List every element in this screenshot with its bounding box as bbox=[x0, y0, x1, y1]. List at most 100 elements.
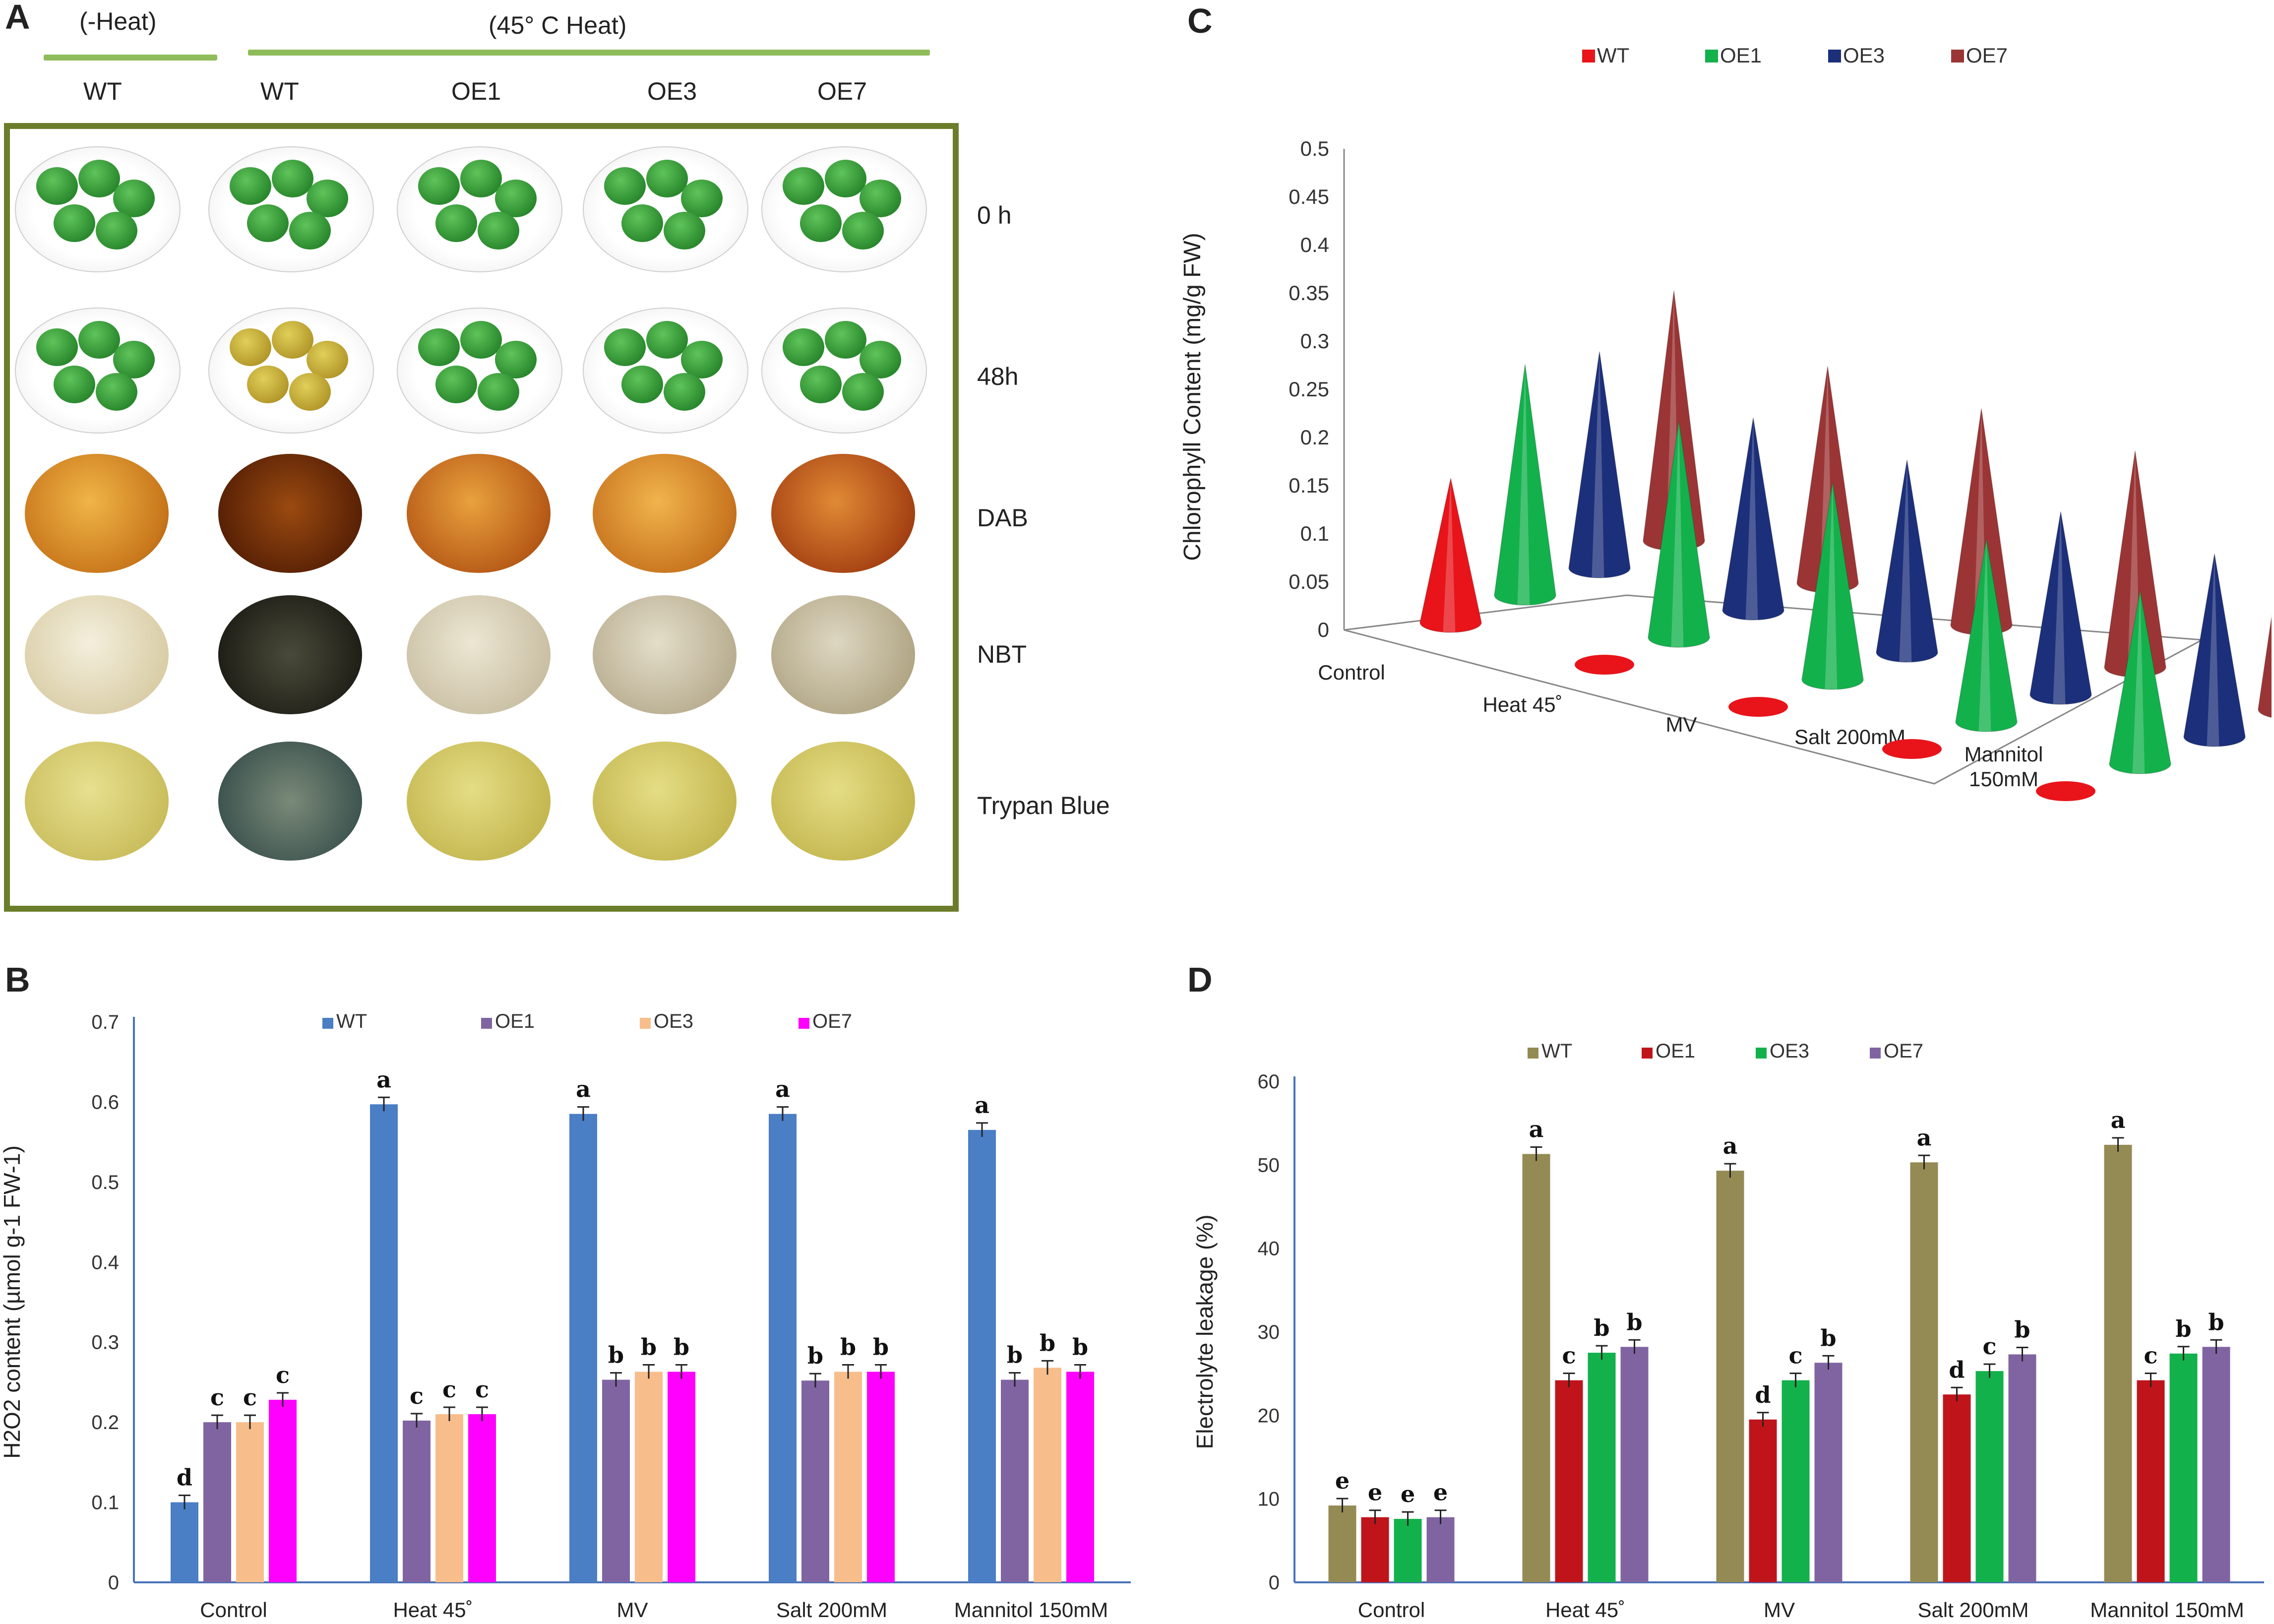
bar-oe7-0 bbox=[269, 1399, 297, 1582]
leaf-disc-0h-2-2 bbox=[495, 180, 537, 217]
legend-swatch-oe1 bbox=[1642, 1048, 1653, 1059]
bar-oe1-3 bbox=[1943, 1394, 1971, 1582]
significance-letter: e bbox=[1335, 1467, 1350, 1494]
significance-letter: b bbox=[807, 1342, 823, 1369]
legend-label-oe1: OE1 bbox=[495, 1010, 535, 1032]
cone-oe7-4 bbox=[2257, 614, 2272, 718]
leaf-disc-48h-4-4 bbox=[842, 373, 884, 411]
bar-oe3-1 bbox=[435, 1414, 463, 1582]
stained-leaf-dab-3 bbox=[593, 454, 737, 573]
stained-leaf-dab-0 bbox=[25, 454, 169, 573]
stained-leaf-trypan-4 bbox=[771, 742, 915, 861]
bar-wt-4 bbox=[968, 1129, 996, 1582]
leaf-disc-48h-0-1 bbox=[78, 321, 120, 359]
leaf-disc-48h-4-1 bbox=[825, 321, 866, 359]
legend-swatch-oe3 bbox=[1828, 50, 1841, 62]
leaf-disc-48h-3-4 bbox=[664, 373, 705, 411]
y-axis-title: Electrolyte leakage (%) bbox=[1192, 1215, 1218, 1449]
panel-b-h2o2-chart: 0 0.1 0.2 0.3 0.4 0.5 0.6 0.7 H2O2 content (µmol… bbox=[0, 1010, 1131, 1622]
leaf-disc-0h-2-4 bbox=[478, 212, 519, 250]
x-category-label: Heat 45˚ bbox=[1482, 693, 1562, 716]
column-label-oe1: OE1 bbox=[451, 77, 501, 105]
significance-letter: b bbox=[641, 1333, 657, 1360]
legend-swatch-wt bbox=[1582, 50, 1595, 62]
leaf-disc-0h-3-3 bbox=[621, 204, 663, 242]
legend-label-oe7: OE7 bbox=[812, 1010, 852, 1032]
leaf-disc-0h-1-0 bbox=[230, 167, 271, 205]
y-axis-title: Chlorophyll Content (mg/g FW) bbox=[1180, 233, 1206, 561]
leaf-disc-0h-4-4 bbox=[842, 212, 884, 250]
panel-label-d: D bbox=[1187, 960, 1213, 999]
stained-leaf-nbt-1 bbox=[218, 595, 362, 714]
leaf-disc-0h-3-1 bbox=[646, 160, 688, 197]
significance-letter: b bbox=[873, 1333, 889, 1360]
panel-label-c: C bbox=[1187, 1, 1213, 40]
legend-label-oe3: OE3 bbox=[654, 1010, 693, 1032]
stained-leaf-nbt-3 bbox=[593, 595, 737, 714]
y-tick-label: 0.5 bbox=[1300, 137, 1329, 160]
leaf-disc-48h-1-2 bbox=[307, 341, 348, 378]
x-category-label: MV bbox=[1666, 713, 1697, 736]
cone-wt-2 bbox=[1728, 697, 1788, 717]
bar-wt-2 bbox=[1716, 1171, 1744, 1582]
x-category-label: Heat 45˚ bbox=[393, 1598, 473, 1622]
significance-letter: b bbox=[1007, 1342, 1023, 1369]
bar-oe1-3 bbox=[801, 1380, 829, 1582]
leaf-disc-48h-0-3 bbox=[54, 366, 95, 403]
y-tick-label: 40 bbox=[1258, 1238, 1280, 1260]
bar-oe3-4 bbox=[1034, 1368, 1061, 1582]
stained-leaf-trypan-0 bbox=[25, 742, 169, 861]
bar-oe3-2 bbox=[635, 1372, 663, 1582]
stained-leaf-dab-1 bbox=[218, 454, 362, 573]
bar-oe1-2 bbox=[602, 1379, 630, 1582]
bar-oe3-0 bbox=[1394, 1519, 1422, 1582]
y-tick-label: 50 bbox=[1258, 1154, 1280, 1176]
cone-wt-1 bbox=[1575, 655, 1634, 675]
row-label-48h: 48h bbox=[977, 363, 1019, 390]
significance-letter: b bbox=[1820, 1324, 1836, 1351]
y-tick-label: 0.4 bbox=[91, 1251, 119, 1273]
leaf-disc-0h-0-4 bbox=[96, 212, 137, 250]
significance-letter: d bbox=[1755, 1381, 1771, 1408]
y-tick-label: 0.2 bbox=[91, 1412, 119, 1434]
y-tick-label: 0.25 bbox=[1289, 377, 1329, 401]
significance-letter: b bbox=[674, 1333, 689, 1360]
leaf-disc-48h-2-1 bbox=[460, 321, 502, 359]
significance-letter: b bbox=[2208, 1309, 2224, 1335]
stained-leaf-trypan-3 bbox=[593, 742, 737, 861]
leaf-disc-0h-4-0 bbox=[783, 167, 824, 205]
legend-swatch-oe1 bbox=[481, 1018, 492, 1029]
y-tick-label: 0.7 bbox=[91, 1011, 119, 1033]
leaf-disc-48h-4-2 bbox=[860, 341, 901, 378]
cone-oe3-3-highlight bbox=[2053, 511, 2066, 704]
bar-wt-0 bbox=[1328, 1505, 1356, 1582]
legend-swatch-wt bbox=[1528, 1048, 1538, 1059]
cone-oe1-0 bbox=[1493, 364, 1557, 606]
leaf-disc-48h-3-3 bbox=[621, 366, 663, 403]
bar-oe7-0 bbox=[1426, 1517, 1455, 1582]
cone-oe1-4-highlight bbox=[2132, 590, 2145, 774]
y-tick-label: 0 bbox=[1318, 618, 1329, 641]
leaf-disc-48h-1-4 bbox=[289, 373, 331, 411]
cone-oe3-1 bbox=[1721, 417, 1785, 621]
legend-swatch-oe3 bbox=[640, 1018, 651, 1029]
significance-letter: b bbox=[840, 1333, 856, 1360]
bar-oe3-2 bbox=[1782, 1380, 1810, 1582]
leaf-disc-0h-2-1 bbox=[460, 160, 502, 197]
x-category-label-line2: 150mM bbox=[1969, 767, 2038, 791]
legend-swatch-wt bbox=[322, 1018, 333, 1029]
bar-oe1-4 bbox=[1001, 1379, 1029, 1582]
legend-label-wt: WT bbox=[1597, 44, 1629, 67]
bar-wt-1 bbox=[370, 1104, 398, 1582]
significance-letter: b bbox=[1594, 1314, 1609, 1341]
group-label-no-heat: (-Heat) bbox=[79, 7, 157, 35]
significance-letter: b bbox=[1040, 1329, 1055, 1356]
panel-a-leaf-assay: (-Heat) (45° C Heat) WT WT OE1 OE3 OE7 0… bbox=[0, 0, 1141, 933]
significance-letter: a bbox=[2111, 1107, 2126, 1133]
x-category-label: Mannitol bbox=[1965, 743, 2043, 766]
y-tick-label: 0 bbox=[108, 1572, 119, 1594]
leaf-disc-48h-1-3 bbox=[247, 366, 289, 403]
significance-letter: a bbox=[576, 1076, 591, 1103]
leaf-disc-48h-4-0 bbox=[783, 328, 824, 366]
significance-letter: c bbox=[276, 1362, 290, 1388]
